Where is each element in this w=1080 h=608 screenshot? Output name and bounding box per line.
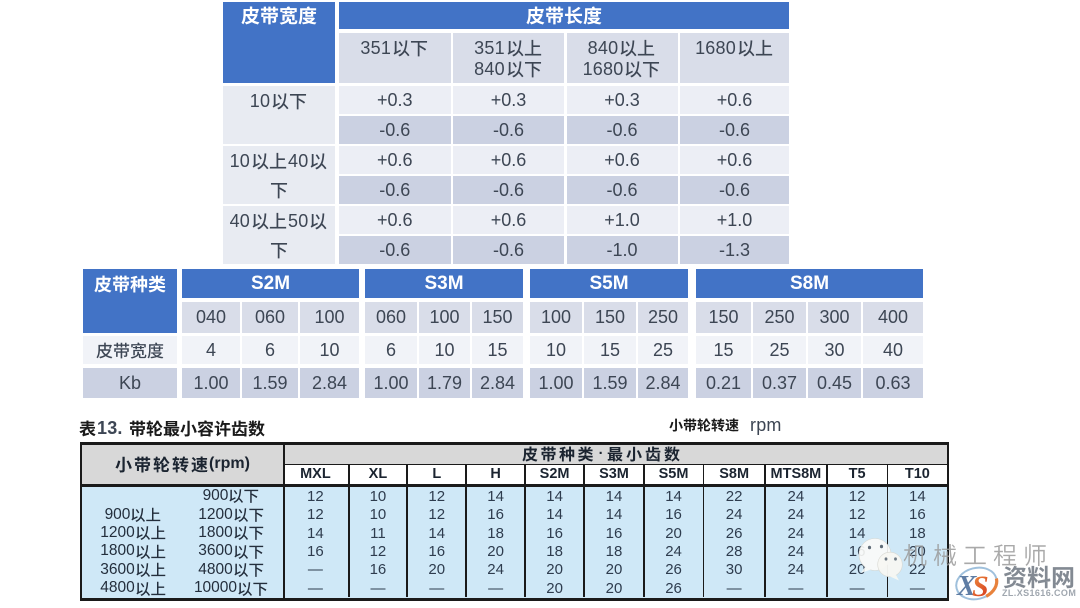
svg-text:S: S <box>972 570 989 603</box>
svg-text:X: X <box>956 570 977 602</box>
